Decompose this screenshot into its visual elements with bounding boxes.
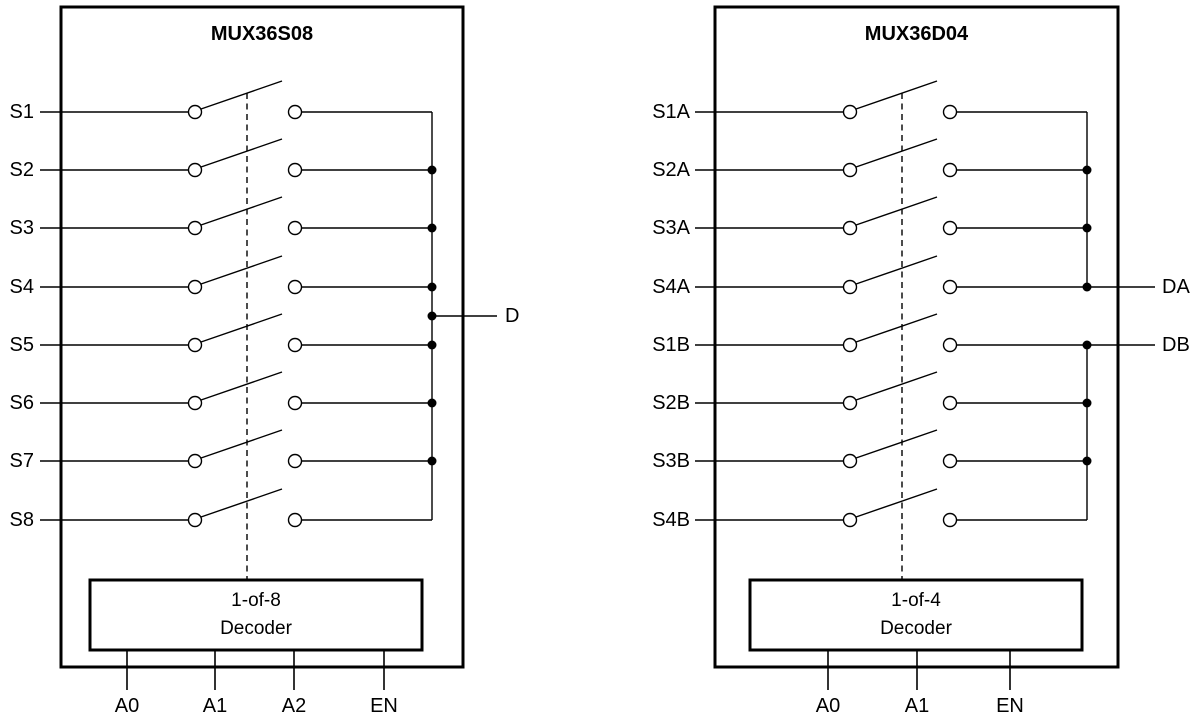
junction-dot xyxy=(1082,223,1092,233)
input-label: S1A xyxy=(652,101,690,123)
input-label: S2A xyxy=(652,159,690,181)
diagram-title: MUX36S08 xyxy=(210,23,314,45)
switch-row xyxy=(694,80,1088,120)
junction-dot xyxy=(1082,456,1092,466)
switch-row xyxy=(694,371,1088,411)
output-label: DB xyxy=(1162,334,1190,356)
switch-row xyxy=(39,429,433,469)
junction-dot xyxy=(1082,398,1092,408)
control-pin-label: A1 xyxy=(202,695,228,717)
input-label: S4 xyxy=(9,276,34,298)
switch-row xyxy=(39,196,433,236)
decoder-label: Decoder xyxy=(880,618,952,639)
input-label: S3 xyxy=(9,217,34,239)
input-label: S3B xyxy=(652,450,690,472)
input-label: S8 xyxy=(9,509,34,531)
decoder-box xyxy=(748,578,1084,652)
control-pin-label: A2 xyxy=(281,695,307,717)
junction-dot xyxy=(427,340,437,350)
junction-dot xyxy=(427,456,437,466)
switch-row xyxy=(694,196,1088,236)
decoder-label: 1-of-4 xyxy=(891,590,941,611)
decoder-box xyxy=(88,578,424,652)
control-pin-label: A0 xyxy=(114,695,140,717)
input-label: S4B xyxy=(652,509,690,531)
switch-row xyxy=(39,371,433,411)
junction-dot xyxy=(427,223,437,233)
switch-row xyxy=(694,255,1088,295)
control-pin-label: A0 xyxy=(815,695,841,717)
decoder-label: Decoder xyxy=(220,618,292,639)
input-label: S3A xyxy=(652,217,690,239)
junction-dot xyxy=(427,282,437,292)
control-pin-label: EN xyxy=(996,695,1024,717)
output-label: DA xyxy=(1162,276,1190,298)
control-pin-label: A1 xyxy=(904,695,930,717)
input-label: S2 xyxy=(9,159,34,181)
input-label: S5 xyxy=(9,334,34,356)
output-label: D xyxy=(505,305,520,327)
switch-row xyxy=(39,138,433,178)
diagram-title: MUX36D04 xyxy=(864,23,969,45)
switch-row xyxy=(694,138,1088,178)
input-label: S7 xyxy=(9,450,34,472)
junction-dot xyxy=(427,165,437,175)
switch-row xyxy=(39,255,433,295)
switch-row xyxy=(694,429,1088,469)
input-label: S4A xyxy=(652,276,690,298)
decoder-label: 1-of-8 xyxy=(231,590,281,611)
control-pin-label: EN xyxy=(370,695,398,717)
switch-row xyxy=(694,488,1088,528)
input-label: S6 xyxy=(9,392,34,414)
switch-row xyxy=(694,313,1088,353)
chip-outline xyxy=(713,5,1120,669)
input-label: S2B xyxy=(652,392,690,414)
input-label: S1 xyxy=(9,101,34,123)
junction-dot xyxy=(1082,165,1092,175)
input-label: S1B xyxy=(652,334,690,356)
switch-row xyxy=(39,488,433,528)
chip-outline xyxy=(59,5,465,669)
junction-dot xyxy=(427,398,437,408)
switch-row xyxy=(39,313,433,353)
switch-row xyxy=(39,80,433,120)
